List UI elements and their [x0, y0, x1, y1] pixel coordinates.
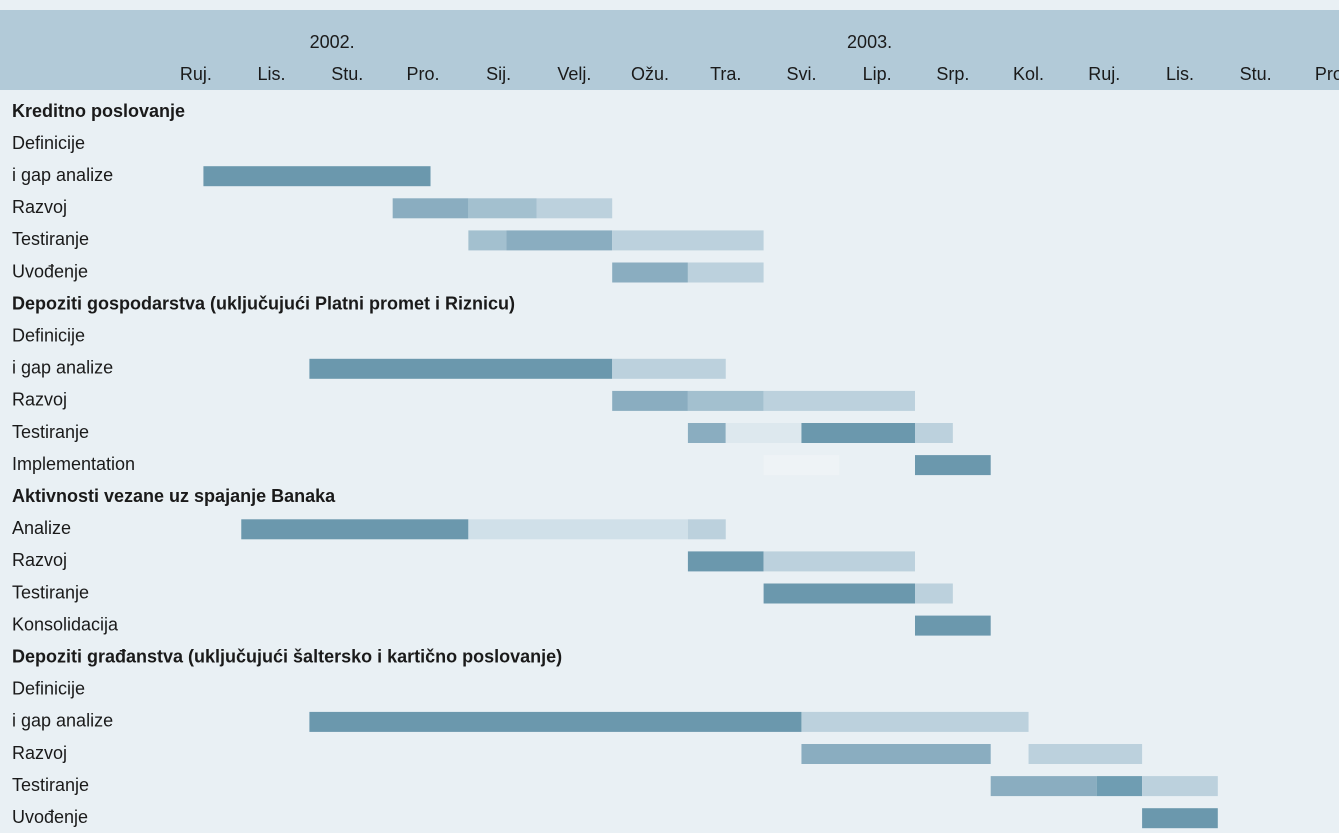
task-bar	[801, 423, 915, 443]
task-bar	[915, 615, 991, 636]
task-bar	[612, 358, 726, 379]
task-label: Testiranje	[12, 582, 89, 602]
task-bar	[309, 358, 613, 379]
task-label: Definicije	[12, 325, 85, 345]
task-label: Definicije	[12, 133, 85, 153]
month-label: Kol.	[1013, 64, 1044, 84]
task-label: Razvoj	[12, 390, 67, 410]
task-bar	[612, 230, 764, 251]
month-label: Pro.	[1315, 64, 1339, 84]
task-bar	[990, 776, 1097, 797]
group-label: Depoziti građanstva (uključujući šalters…	[12, 646, 562, 666]
task-bar	[687, 519, 726, 540]
month-label: Ruj.	[180, 64, 212, 84]
task-bar	[687, 390, 764, 411]
task-bar	[612, 262, 688, 283]
task-bar	[915, 583, 953, 604]
task-bar	[763, 551, 915, 572]
month-label: Velj.	[557, 64, 591, 84]
task-label: Testiranje	[12, 229, 89, 249]
month-label: Svi.	[786, 64, 816, 84]
task-label: Definicije	[12, 679, 85, 699]
task-bar	[468, 230, 507, 251]
task-bar	[687, 551, 764, 572]
task-bar	[468, 198, 537, 219]
task-bar	[763, 455, 840, 476]
month-label: Lip.	[863, 64, 892, 84]
task-label: Implementation	[12, 454, 135, 474]
task-bar	[1142, 808, 1218, 829]
task-bar	[725, 423, 802, 443]
task-bar	[392, 198, 469, 219]
task-bar	[309, 711, 802, 732]
task-bar	[687, 423, 726, 443]
month-label: Pro.	[406, 64, 439, 84]
task-bar	[612, 390, 688, 411]
task-bar	[687, 262, 764, 283]
task-label: Razvoj	[12, 743, 67, 763]
task-label: Testiranje	[12, 775, 89, 795]
task-bar	[801, 711, 1029, 732]
task-label: i gap analize	[12, 165, 113, 185]
task-bar	[203, 166, 431, 187]
month-label: Tra.	[710, 64, 741, 84]
task-label: Uvođenje	[12, 261, 88, 281]
year-label: 2003.	[847, 32, 892, 52]
task-label: i gap analize	[12, 711, 113, 731]
task-label: Razvoj	[12, 550, 67, 570]
task-bar	[1142, 776, 1218, 797]
month-label: Ruj.	[1088, 64, 1120, 84]
task-bar	[536, 198, 613, 219]
month-label: Lis.	[1166, 64, 1194, 84]
header	[0, 10, 1339, 90]
task-bar	[915, 423, 953, 443]
task-label: Analize	[12, 518, 71, 538]
group-label: Aktivnosti vezane uz spajanje Banaka	[12, 486, 336, 506]
task-label: Testiranje	[12, 422, 89, 442]
task-label: Uvođenje	[12, 807, 88, 827]
task-label: Razvoj	[12, 197, 67, 217]
task-bar	[468, 519, 688, 540]
year-label: 2002.	[310, 32, 355, 52]
task-bar	[763, 583, 915, 604]
month-label: Lis.	[258, 64, 286, 84]
task-bar	[801, 744, 991, 764]
group-label: Depoziti gospodarstva (uključujući Platn…	[12, 293, 515, 313]
task-bar	[241, 519, 469, 540]
task-bar	[915, 455, 991, 476]
month-label: Srp.	[936, 64, 969, 84]
group-label: Kreditno poslovanje	[12, 101, 185, 121]
task-label: Konsolidacija	[12, 614, 119, 634]
month-label: Ožu.	[631, 64, 669, 84]
task-bar	[506, 230, 613, 251]
task-label: i gap analize	[12, 358, 113, 378]
task-bar	[1028, 744, 1143, 764]
month-label: Stu.	[1240, 64, 1272, 84]
month-label: Stu.	[331, 64, 363, 84]
task-bar	[763, 390, 915, 411]
month-label: Sij.	[486, 64, 511, 84]
task-bar	[1096, 776, 1143, 797]
